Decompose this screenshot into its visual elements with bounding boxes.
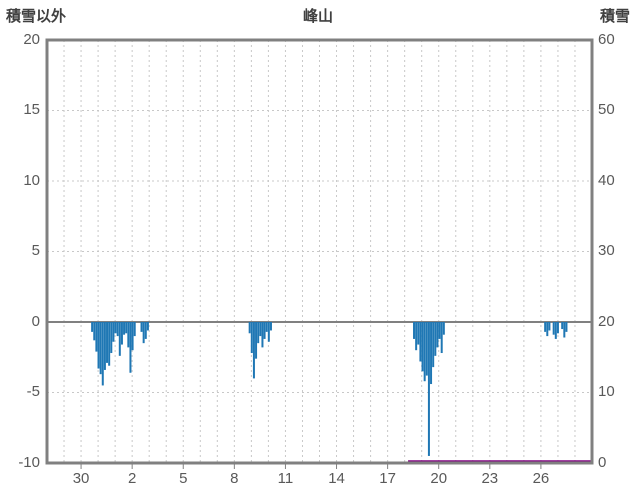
precipitation-bar	[269, 322, 272, 331]
precipitation-bar	[434, 322, 437, 356]
precipitation-bar	[561, 322, 564, 330]
y-axis-right-tick-label: 50	[598, 101, 615, 118]
precipitation-bar	[423, 322, 426, 382]
y-axis-right-tick-label: 10	[598, 383, 615, 400]
precipitation-bar	[97, 322, 100, 369]
precipitation-bar	[267, 322, 270, 342]
precipitation-bar	[133, 322, 136, 337]
precipitation-bar	[118, 322, 121, 356]
x-axis-tick-label: 26	[532, 470, 550, 487]
precipitation-bar	[110, 322, 113, 354]
precipitation-bar	[417, 322, 420, 345]
y-axis-right-tick-label: 30	[598, 242, 615, 259]
precipitation-bar	[440, 322, 443, 354]
x-axis-tick-label: 8	[230, 470, 239, 487]
precipitation-bar	[427, 322, 430, 456]
precipitation-bar	[413, 322, 416, 339]
precipitation-bar	[257, 322, 260, 344]
precipitation-bar	[131, 322, 134, 351]
precipitation-bar	[255, 322, 258, 359]
precipitation-bar	[99, 322, 102, 375]
precipitation-bar	[116, 322, 119, 337]
plot-border	[45, 38, 594, 465]
y-axis-right-tick-label: 40	[598, 171, 615, 189]
precipitation-bar	[442, 322, 445, 335]
precipitation-bar	[261, 322, 264, 348]
x-axis-tick-label: 5	[179, 470, 188, 487]
y-axis-left-tick-label: -5	[26, 383, 40, 400]
y-axis-left-tick-label: 5	[31, 242, 40, 259]
precipitation-bar	[91, 322, 94, 332]
precipitation-bar	[552, 322, 555, 335]
x-axis-tick-label: 20	[430, 470, 448, 487]
precipitation-bar	[146, 322, 149, 331]
precipitation-bar	[565, 322, 568, 332]
precipitation-bar	[425, 322, 428, 376]
precipitation-bar	[421, 322, 424, 372]
x-axis-tick-label: 17	[379, 470, 396, 487]
precipitation-bar	[546, 322, 549, 337]
y-axis-left-tick-label: 10	[23, 171, 40, 189]
precipitation-bar	[248, 322, 251, 334]
y-axis-left-tick-label: -10	[18, 453, 40, 471]
y-axis-left-tick-label: 20	[23, 30, 40, 48]
precipitation-bar	[548, 322, 551, 331]
precipitation-bar	[93, 322, 96, 341]
precipitation-bar	[544, 322, 547, 332]
precipitation-bar	[125, 322, 128, 334]
y-axis-right-tick-label: 20	[598, 312, 615, 330]
precipitation-bar	[430, 322, 433, 385]
precipitation-bar	[103, 322, 106, 370]
precipitation-bar	[259, 322, 262, 337]
x-axis-tick-label: 30	[72, 470, 90, 487]
precipitation-bar	[101, 322, 104, 386]
y-axis-right-tick-label: 0	[598, 453, 607, 471]
precipitation-bar	[114, 322, 117, 334]
precipitation-bar	[129, 322, 132, 373]
left-axis-title: 積雪以外	[6, 8, 67, 25]
x-axis-tick-label: 23	[481, 470, 499, 487]
precipitation-bar	[436, 322, 439, 348]
precipitation-bar	[140, 322, 143, 332]
y-axis-right-tick-label: 60	[598, 30, 615, 48]
precipitation-bar	[252, 322, 255, 379]
precipitation-bar	[144, 322, 147, 339]
precipitation-bar	[127, 322, 130, 348]
precipitation-bar	[432, 322, 435, 368]
precipitation-bar	[263, 322, 266, 339]
precipitation-bar	[438, 322, 441, 339]
x-axis-tick-label: 2	[127, 470, 137, 487]
x-axis-tick-label: 14	[328, 470, 345, 487]
precipitation-bar	[95, 322, 98, 352]
precipitation-bar	[554, 322, 557, 339]
precipitation-bar	[120, 322, 123, 345]
precipitation-bar	[415, 322, 418, 351]
precipitation-bar	[419, 322, 422, 362]
precipitation-bar	[142, 322, 145, 344]
precipitation-bar	[250, 322, 253, 354]
precipitation-bar	[265, 322, 268, 332]
y-axis-left-tick-label: 15	[23, 101, 40, 118]
precipitation-bar	[123, 322, 126, 335]
precipitation-bar	[106, 322, 109, 363]
precipitation-bar	[556, 322, 559, 334]
chart-title: 峰山	[302, 8, 333, 25]
precipitation-bar	[108, 322, 111, 366]
precipitation-bar	[563, 322, 566, 338]
right-axis-title: 積雪	[599, 8, 630, 25]
precipitation-bar	[112, 322, 115, 342]
x-axis-tick-label: 11	[277, 470, 294, 487]
y-axis-left-tick-label: 0	[31, 312, 40, 330]
